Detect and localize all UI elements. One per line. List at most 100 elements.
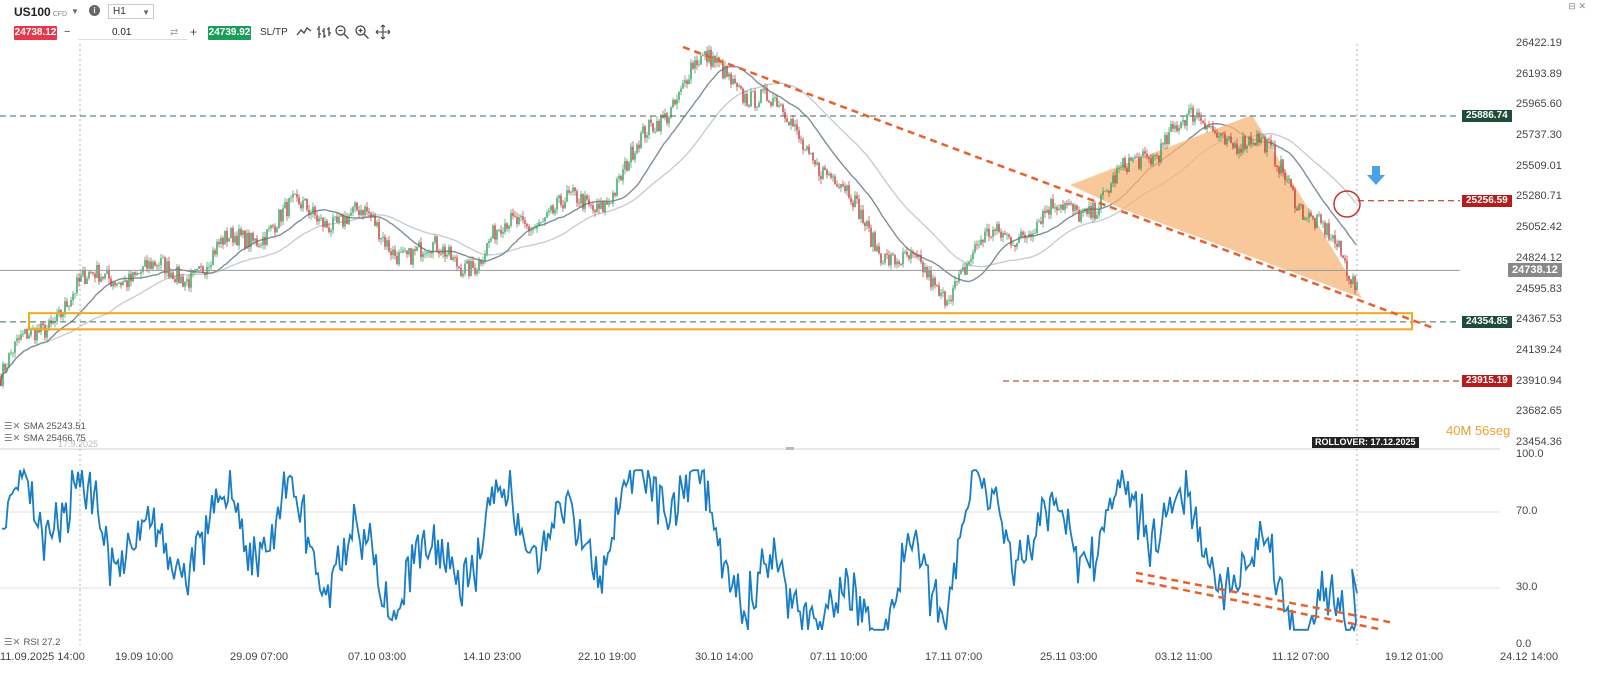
- candle: [224, 230, 226, 245]
- candle: [430, 252, 432, 254]
- swap-icon[interactable]: ⇄: [170, 27, 179, 38]
- candle: [1330, 238, 1332, 240]
- price-tag[interactable]: 24738.12: [1508, 263, 1562, 278]
- candle: [804, 149, 806, 151]
- line-chart-icon[interactable]: [296, 24, 312, 40]
- candle: [1036, 222, 1038, 233]
- sma1-legend[interactable]: ☰✕ SMA 25243.51: [4, 421, 86, 432]
- candle: [146, 259, 148, 269]
- candle: [908, 255, 910, 259]
- bar-chart-icon[interactable]: [316, 24, 332, 40]
- volume-decrease-button[interactable]: −: [64, 26, 71, 38]
- rsi-tick-label: 0.0: [1516, 638, 1532, 650]
- candle: [698, 64, 700, 66]
- candle: [1218, 136, 1220, 138]
- candle: [78, 277, 80, 282]
- candle: [342, 214, 344, 227]
- candle: [286, 202, 288, 217]
- candle: [400, 251, 402, 253]
- sell-price-button[interactable]: 24738.12: [14, 26, 57, 40]
- candle: [288, 198, 290, 217]
- candle: [846, 185, 848, 192]
- price-tag[interactable]: 24354.85: [1462, 315, 1512, 328]
- zoom-out-icon[interactable]: [334, 24, 350, 40]
- candle: [630, 146, 632, 163]
- settings-close-icon[interactable]: ☰✕: [4, 637, 21, 648]
- candle: [502, 232, 504, 234]
- sltp-button[interactable]: SL/TP: [260, 27, 288, 38]
- info-icon[interactable]: i: [89, 5, 100, 16]
- candle: [848, 185, 850, 198]
- sma2-legend[interactable]: ☰✕ SMA 25466.75: [4, 433, 86, 444]
- candle: [684, 80, 686, 84]
- candle: [1308, 212, 1310, 218]
- candle: [752, 91, 754, 92]
- candle: [1010, 236, 1012, 246]
- candle: [174, 279, 176, 283]
- candle: [310, 213, 312, 215]
- timeframe-select[interactable]: H1 ▼: [108, 4, 154, 19]
- candle: [990, 236, 992, 238]
- time-tick-label: 25.11 03:00: [1040, 651, 1098, 663]
- volume-increase-button[interactable]: +: [190, 25, 198, 39]
- settings-close-icon[interactable]: ☰✕: [4, 421, 21, 432]
- candle: [360, 209, 362, 216]
- candle: [112, 282, 114, 287]
- candle: [1138, 156, 1140, 169]
- settings-close-icon[interactable]: ☰✕: [4, 433, 21, 444]
- candle: [802, 139, 804, 150]
- candle: [102, 276, 104, 279]
- candle: [296, 194, 298, 198]
- time-tick-label: 03.12 11:00: [1155, 651, 1213, 663]
- candle: [724, 65, 726, 79]
- window-controls[interactable]: ⊟ ✕: [1568, 1, 1586, 11]
- candle: [1042, 210, 1044, 224]
- candle: [504, 223, 506, 233]
- time-tick-label: 11.12 07:00: [1272, 651, 1330, 663]
- buy-price-button[interactable]: 24739.92: [208, 26, 251, 40]
- candle: [1020, 231, 1022, 237]
- candle: [1108, 190, 1110, 193]
- candle: [218, 241, 220, 245]
- candle: [326, 220, 328, 228]
- symbol-selector[interactable]: US100 CFD: [14, 5, 67, 19]
- candle: [906, 251, 908, 256]
- crosshair-icon[interactable]: [375, 24, 391, 40]
- candle: [20, 334, 22, 340]
- candle: [584, 195, 586, 209]
- candle: [470, 260, 472, 276]
- candle: [454, 257, 456, 259]
- candle: [1074, 205, 1076, 211]
- candle: [816, 162, 818, 165]
- candle: [70, 300, 72, 307]
- price-tag[interactable]: 25886.74: [1462, 109, 1512, 122]
- candle: [1182, 120, 1184, 122]
- candle: [1294, 189, 1296, 209]
- symbol-dropdown-icon[interactable]: ▼: [71, 7, 79, 16]
- candle: [616, 178, 618, 196]
- candle: [1124, 158, 1126, 169]
- candle: [232, 228, 234, 243]
- rsi-legend[interactable]: ☰✕ RSI 27.2: [4, 637, 60, 648]
- symbol-name: US100: [14, 5, 51, 19]
- price-tag[interactable]: 23915.19: [1462, 375, 1512, 388]
- candle: [490, 238, 492, 241]
- candle: [508, 225, 510, 229]
- candle: [140, 271, 142, 274]
- candle: [486, 243, 488, 255]
- candle: [416, 247, 418, 251]
- sma2-label: SMA 25466.75: [23, 433, 86, 444]
- candle: [728, 73, 730, 77]
- candle: [1050, 198, 1052, 215]
- price-tag[interactable]: 25256.59: [1462, 194, 1512, 207]
- zoom-in-icon[interactable]: [354, 24, 370, 40]
- candle: [498, 229, 500, 231]
- candle: [824, 167, 826, 170]
- volume-input[interactable]: 0.01: [78, 26, 188, 40]
- candle: [652, 122, 654, 132]
- drawings[interactable]: [28, 45, 1437, 331]
- candle: [700, 55, 702, 65]
- price-tick-label: 25280.71: [1516, 190, 1562, 203]
- symbol-type: CFD: [52, 11, 68, 18]
